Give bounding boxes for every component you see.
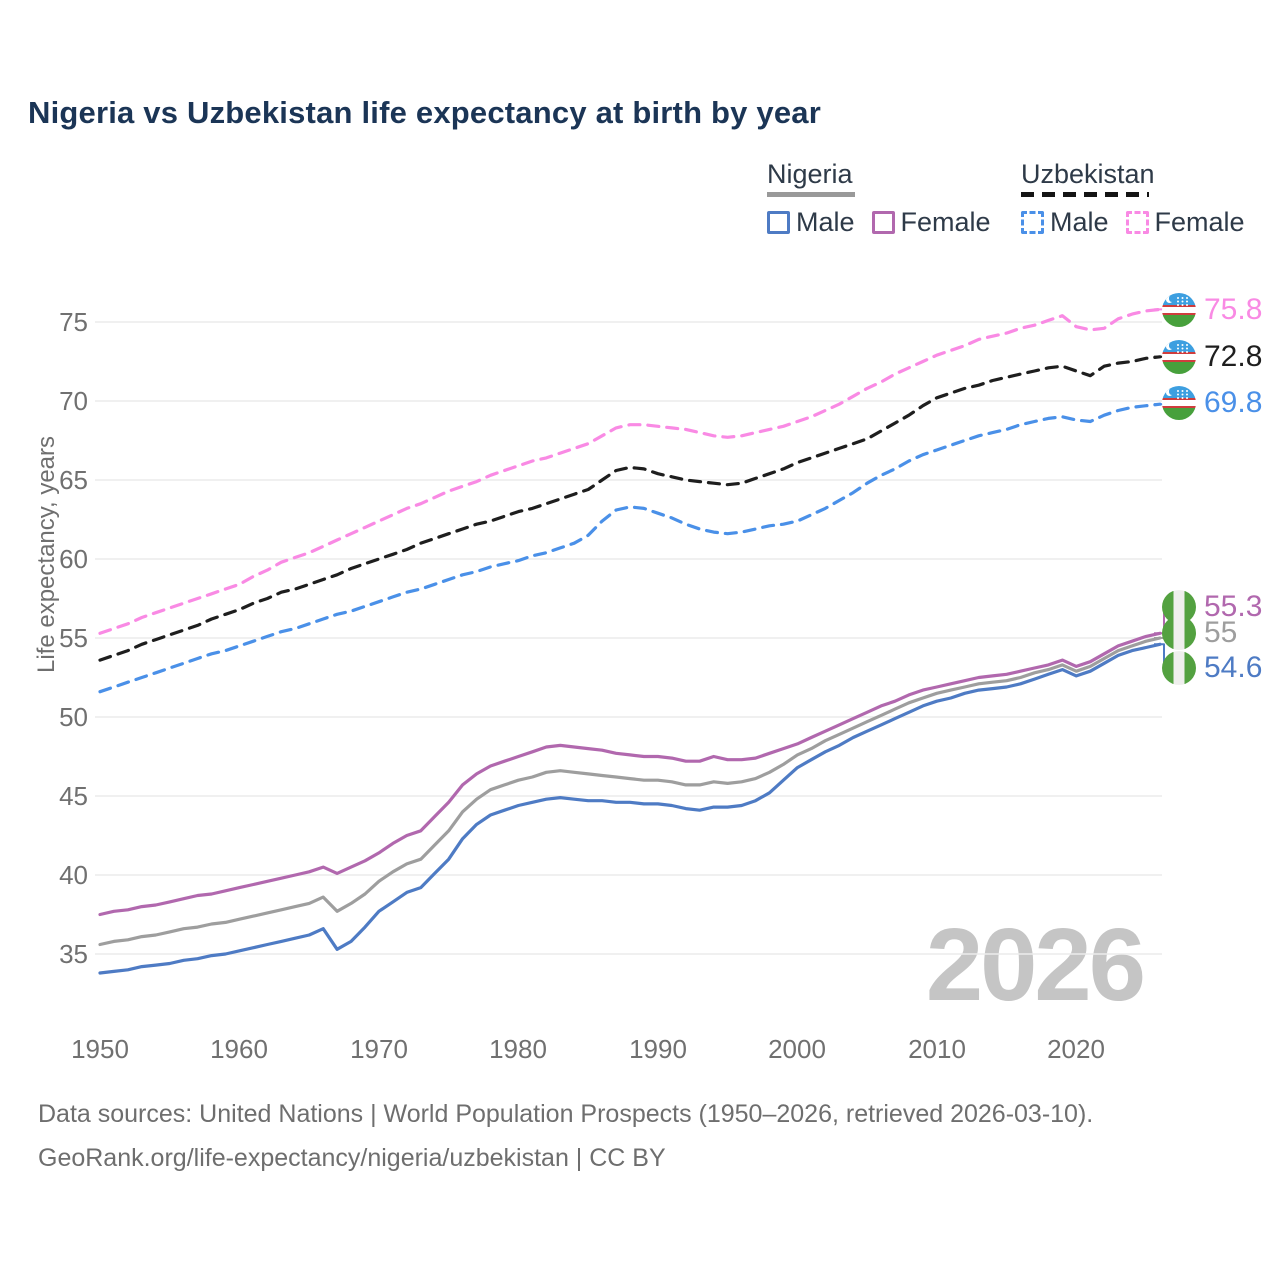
legend-uzbekistan-female-label[interactable]: Female: [1154, 207, 1245, 237]
uzbekistan-male-swatch-icon[interactable]: [1021, 211, 1044, 234]
uzbekistan-flag-icon: [1162, 293, 1196, 327]
series-line-uzbekistan-male: [98, 402, 1162, 694]
end-value-nigeria-male: 54.6: [1204, 651, 1263, 684]
series-line-uzbekistan-female: [98, 307, 1162, 635]
nigeria-male-swatch-icon[interactable]: [767, 211, 790, 234]
series-line-nigeria-male: [98, 642, 1162, 975]
attribution-line: GeoRank.org/life-expectancy/nigeria/uzbe…: [38, 1144, 666, 1172]
series-line-uzbekistan-both-sexes: [98, 355, 1162, 662]
end-value-uzbekistan-male: 69.8: [1204, 386, 1263, 419]
nigeria-flag-icon: [1162, 616, 1196, 650]
year-watermark: 2026: [925, 907, 1146, 1022]
end-label-nigeria-male: 54.6: [1162, 651, 1262, 685]
end-label-nigeria-both: 55: [1162, 616, 1237, 650]
end-value-nigeria-both: 55: [1204, 616, 1238, 649]
nigeria-female-swatch-icon[interactable]: [871, 211, 895, 234]
uzbekistan-flag-stars: [1177, 296, 1179, 299]
series-line-nigeria-both-sexes: [98, 636, 1162, 947]
end-label-uzbekistan-female: 75.8: [1162, 293, 1262, 327]
legend-group-uzbekistan: Uzbekistan Male Female: [1021, 161, 1245, 238]
legend-nigeria-male-label[interactable]: Male: [796, 207, 855, 237]
data-sources-line: Data sources: United Nations | World Pop…: [38, 1100, 1094, 1128]
uzbekistan-flag-stars: [1177, 343, 1179, 346]
legend-nigeria-female-label[interactable]: Female: [900, 207, 991, 237]
legend-uzbekistan-male-label[interactable]: Male: [1050, 207, 1109, 237]
uzbekistan-female-swatch-icon[interactable]: [1125, 211, 1149, 234]
legend-nigeria-label[interactable]: Nigeria: [767, 159, 853, 189]
legend-uzbekistan-label[interactable]: Uzbekistan: [1021, 159, 1155, 189]
end-value-uzbekistan-both: 72.8: [1204, 340, 1263, 373]
series-line-nigeria-female: [98, 631, 1162, 917]
uzbekistan-flag-icon: [1162, 386, 1196, 420]
legend-group-nigeria: Nigeria Male Female: [767, 161, 991, 238]
end-value-nigeria-female: 55.3: [1204, 590, 1263, 623]
end-label-uzbekistan-male: 69.8: [1162, 386, 1262, 420]
nigeria-flag-icon: [1162, 651, 1196, 685]
end-label-uzbekistan-both: 72.8: [1162, 340, 1262, 374]
end-value-uzbekistan-female: 75.8: [1204, 293, 1263, 326]
uzbekistan-flag-stars: [1177, 389, 1179, 392]
page-title: Nigeria vs Uzbekistan life expectancy at…: [28, 95, 822, 130]
uzbekistan-dashed-line-swatch: [1021, 192, 1149, 197]
nigeria-solid-line-swatch: [767, 192, 855, 197]
uzbekistan-flag-icon: [1162, 340, 1196, 374]
